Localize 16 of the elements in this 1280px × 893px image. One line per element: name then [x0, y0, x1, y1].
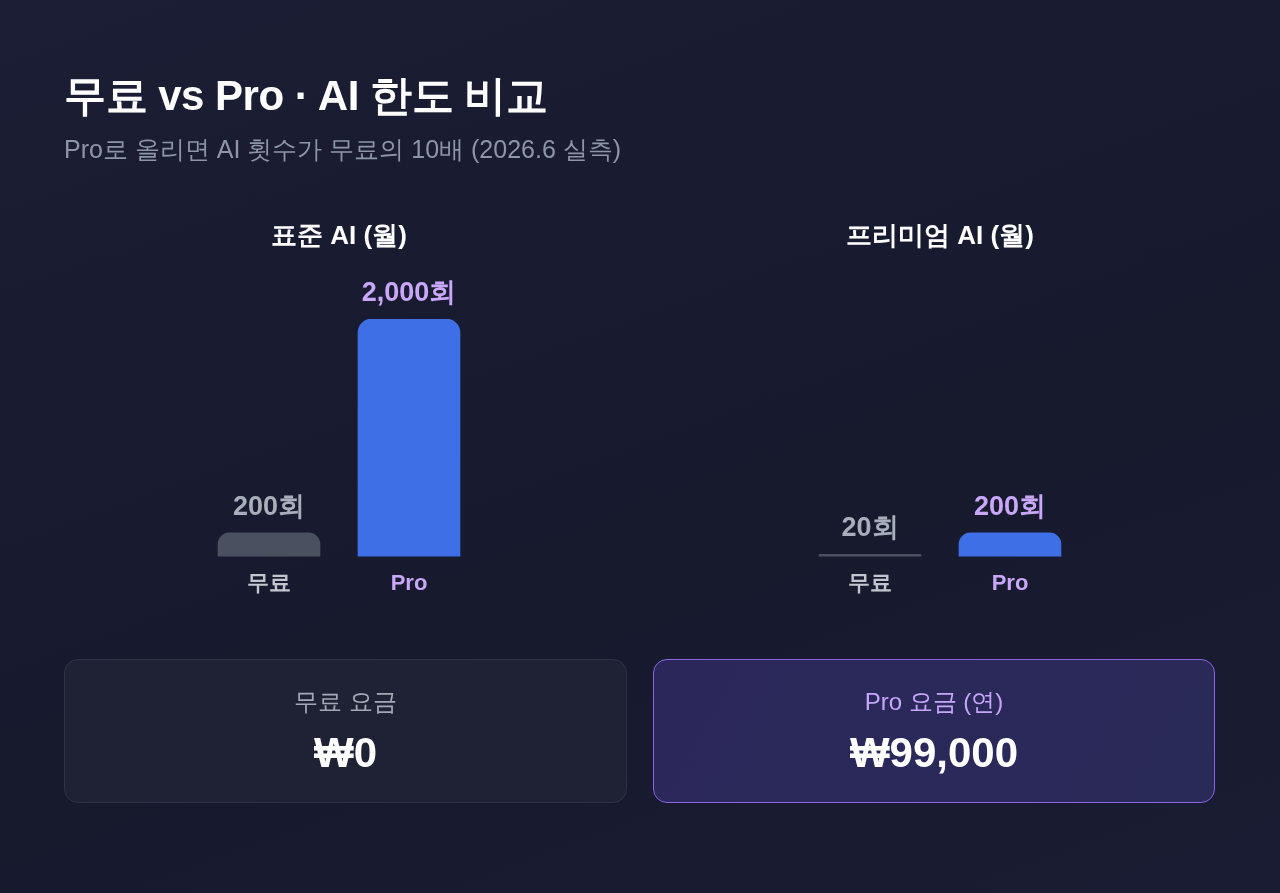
text: ₩99,000: [848, 728, 1020, 778]
data-label: 2,000회: [361, 276, 457, 307]
x-tick-label: 무료: [848, 569, 892, 595]
chart-title: 프리미엄 AI (월): [845, 219, 1035, 252]
text: ₩0: [313, 728, 378, 778]
data-label: 200회: [232, 490, 306, 521]
data-label: 200회: [973, 490, 1047, 521]
x-tick-label: 무료: [247, 569, 291, 595]
x-tick-label: Pro: [991, 569, 1029, 595]
text: Pro로 올리면 AI 횟수가 무료의 10배 (2026.6 실측): [64, 134, 622, 165]
x-tick-label: Pro: [390, 569, 428, 595]
data-label: 20회: [841, 512, 899, 543]
text: Pro 요금 (연): [863, 687, 1005, 717]
chart-title: 표준 AI (월): [270, 219, 408, 252]
text: 무료 요금: [293, 687, 398, 717]
text: 무료 vs Pro · AI 한도 비교: [64, 71, 549, 121]
